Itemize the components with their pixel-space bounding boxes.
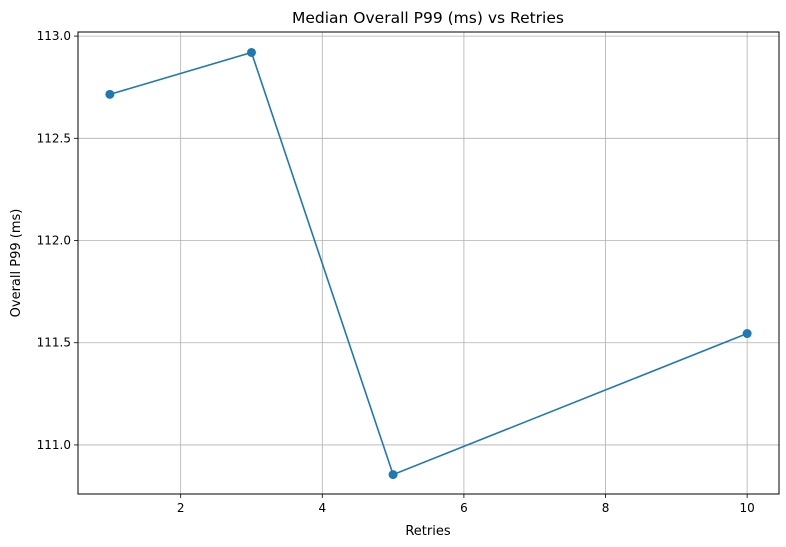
x-tick-label: 6 (460, 501, 468, 515)
series-line (109, 51, 748, 476)
y-axis-ticks: 111.0 111.5 112.0 112.5 113.0 (37, 29, 78, 452)
y-tick-label: 111.0 (37, 438, 71, 452)
y-tick-label: 112.5 (37, 131, 71, 145)
y-tick-label: 112.0 (37, 234, 71, 248)
data-point (388, 470, 398, 480)
chart-title: Median Overall P99 (ms) vs Retries (292, 9, 564, 27)
y-tick-label: 111.5 (37, 336, 71, 350)
y-tick-label: 113.0 (37, 29, 71, 43)
x-tick-label: 2 (177, 501, 185, 515)
series-layer (105, 47, 752, 480)
x-tick-label: 4 (318, 501, 326, 515)
grid (78, 32, 779, 494)
data-point (105, 89, 115, 99)
x-tick-label: 10 (739, 501, 754, 515)
data-point (742, 329, 752, 339)
plot-frame (77, 31, 780, 495)
data-point (246, 47, 256, 57)
x-axis-label: Retries (405, 524, 450, 539)
y-axis-label: Overall P99 (ms) (9, 209, 24, 318)
x-axis-ticks: 2 4 6 8 10 (177, 494, 755, 515)
x-tick-label: 8 (602, 501, 610, 515)
